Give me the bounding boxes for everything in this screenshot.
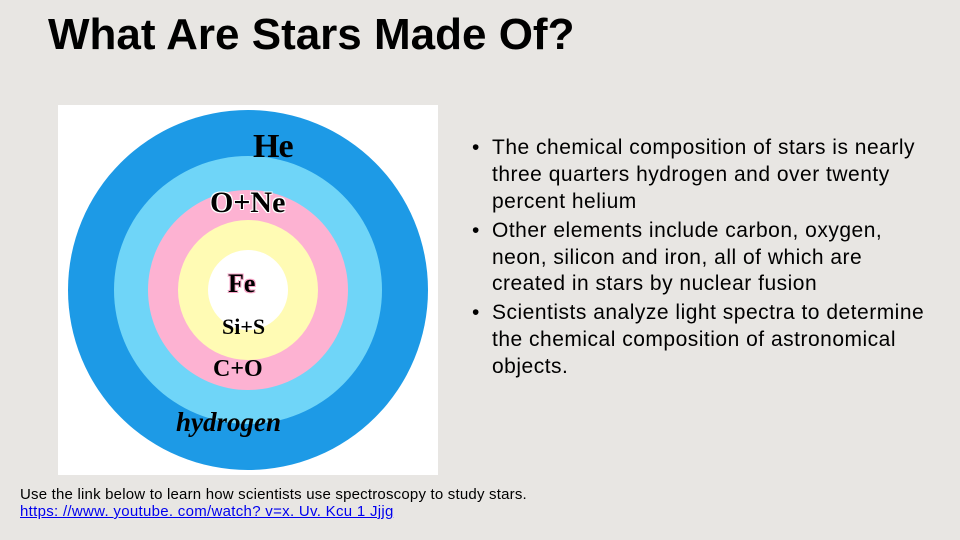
diagram-label: O+Ne	[210, 186, 285, 220]
footer: Use the link below to learn how scientis…	[20, 486, 527, 520]
diagram-label: hydrogen	[176, 407, 281, 438]
list-item: Scientists analyze light spectra to dete…	[470, 300, 930, 381]
footer-link[interactable]: https: //www. youtube. com/watch? v=x. U…	[20, 503, 394, 520]
bullet-list: The chemical composition of stars is nea…	[470, 135, 930, 383]
diagram-label: Si+S	[222, 314, 265, 340]
composition-diagram: He O+Ne Fe Si+S C+O hydrogen	[58, 105, 438, 475]
page-title: What Are Stars Made Of?	[48, 10, 574, 60]
list-item: Other elements include carbon, oxygen, n…	[470, 218, 930, 299]
diagram-label: Fe	[228, 269, 255, 299]
diagram-label: C+O	[213, 356, 263, 383]
diagram-label: He	[253, 128, 293, 166]
footer-prompt: Use the link below to learn how scientis…	[20, 486, 527, 503]
list-item: The chemical composition of stars is nea…	[470, 135, 930, 216]
